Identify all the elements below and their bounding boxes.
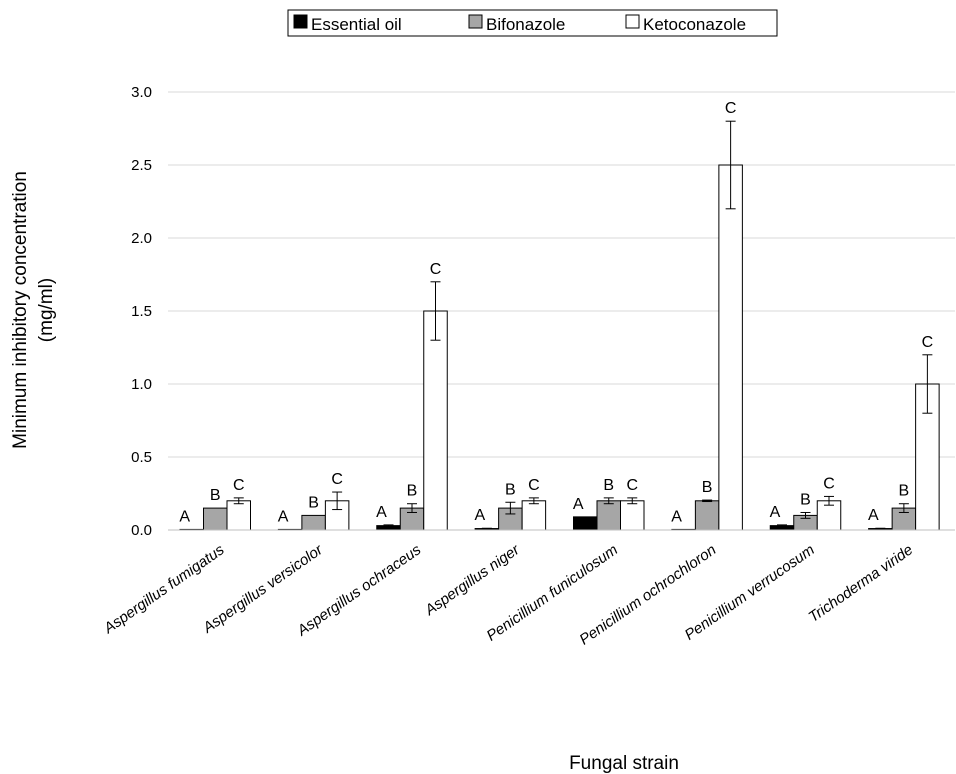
error-bar-essential-oil-7 (875, 527, 886, 530)
y-tick-label-4: 2.0 (131, 230, 152, 247)
sig-letter-bifonazole-2: B (407, 483, 418, 500)
y-tick-label-1: 0.5 (131, 449, 152, 466)
error-bar-bifonazole-6 (800, 511, 811, 519)
y-tick-label-5: 2.5 (131, 157, 152, 174)
legend-label-essential-oil: Essential oil (311, 15, 402, 34)
sig-letter-essential-oil-5: A (671, 508, 682, 525)
y-axis-ticks: 0.0 0.5 1.0 1.5 2.0 2.5 3.0 (131, 84, 152, 539)
error-bar-essential-oil-2 (383, 524, 394, 527)
error-bar-bifonazole-5 (702, 499, 713, 503)
error-bar-ketoconazole-0 (233, 497, 244, 505)
error-bar-ketoconazole-7 (922, 354, 933, 414)
legend-label-ketoconazole: Ketoconazole (643, 15, 746, 34)
bar-ketoconazole-0 (226, 500, 251, 531)
sig-letter-ketoconazole-5: C (725, 100, 737, 117)
error-bar-bifonazole-3 (505, 501, 516, 515)
error-bar-ketoconazole-3 (528, 497, 539, 505)
sig-letter-ketoconazole-7: C (922, 334, 934, 351)
sig-letter-essential-oil-0: A (179, 508, 190, 525)
sig-letter-essential-oil-3: A (475, 507, 486, 524)
error-bar-ketoconazole-1 (332, 491, 343, 511)
y-axis-title-line1: Minimum inhibitory concentration (10, 171, 31, 449)
bar-ketoconazole-4 (620, 500, 645, 531)
sig-letter-ketoconazole-4: C (626, 477, 638, 494)
category-label-7: Trichoderma viride (806, 541, 917, 626)
sig-letter-essential-oil-7: A (868, 507, 879, 524)
sig-letter-bifonazole-1: B (308, 494, 319, 511)
sig-letter-bifonazole-7: B (899, 483, 910, 500)
bar-ketoconazole-5 (718, 164, 743, 531)
legend-box (287, 9, 778, 37)
bar-essential-oil-4 (573, 516, 598, 531)
sig-letter-essential-oil-1: A (278, 508, 289, 525)
bars (179, 164, 940, 531)
sig-letter-essential-oil-2: A (376, 504, 387, 521)
y-tick-label-6: 3.0 (131, 84, 152, 101)
error-bars (233, 120, 933, 530)
bar-ketoconazole-3 (521, 500, 547, 531)
legend-swatch-ketoconazole (625, 14, 640, 29)
y-axis-title-line2: (mg/ml) (36, 278, 57, 342)
error-bar-bifonazole-2 (407, 503, 417, 513)
sig-letter-ketoconazole-2: C (430, 261, 442, 278)
legend: Essential oil Bifonazole Ketoconazole (287, 9, 778, 37)
error-bar-essential-oil-6 (777, 524, 787, 527)
sig-letter-bifonazole-4: B (603, 477, 614, 494)
sig-letter-essential-oil-4: A (573, 496, 584, 513)
sig-letter-essential-oil-6: A (770, 504, 781, 521)
error-bar-ketoconazole-6 (824, 495, 834, 506)
sig-letter-bifonazole-6: B (800, 491, 811, 508)
legend-swatch-essential-oil (293, 14, 308, 29)
error-bar-bifonazole-7 (898, 503, 909, 513)
bar-bifonazole-0 (203, 507, 228, 531)
y-tick-label-0: 0.0 (131, 522, 152, 539)
gridlines (168, 91, 955, 458)
sig-letter-bifonazole-5: B (702, 479, 713, 496)
sig-letter-ketoconazole-0: C (233, 477, 245, 494)
sig-letter-ketoconazole-3: C (528, 477, 540, 494)
error-bar-ketoconazole-2 (430, 281, 441, 341)
category-label-3: Aspergillus niger (421, 541, 523, 620)
y-tick-label-3: 1.5 (131, 303, 152, 320)
y-axis-title: Minimum inhibitory concentration (mg/ml) (10, 171, 57, 449)
bar-ketoconazole-2 (423, 310, 448, 531)
bar-bifonazole-4 (596, 500, 621, 531)
error-bar-ketoconazole-4 (627, 497, 638, 505)
bar-bifonazole-5 (694, 500, 720, 531)
error-bar-bifonazole-4 (603, 497, 614, 505)
sig-letter-bifonazole-3: B (505, 481, 516, 498)
y-tick-label-2: 1.0 (131, 376, 152, 393)
legend-label-bifonazole: Bifonazole (486, 15, 565, 34)
sig-letter-ketoconazole-1: C (331, 471, 343, 488)
sig-letter-bifonazole-0: B (210, 487, 221, 504)
sig-letter-ketoconazole-6: C (823, 475, 835, 492)
error-bar-essential-oil-3 (481, 527, 492, 530)
bar-bifonazole-1 (301, 514, 326, 531)
error-bar-ketoconazole-5 (725, 120, 736, 210)
x-axis-title: Fungal strain (569, 753, 679, 774)
legend-swatch-bifonazole (468, 14, 483, 29)
